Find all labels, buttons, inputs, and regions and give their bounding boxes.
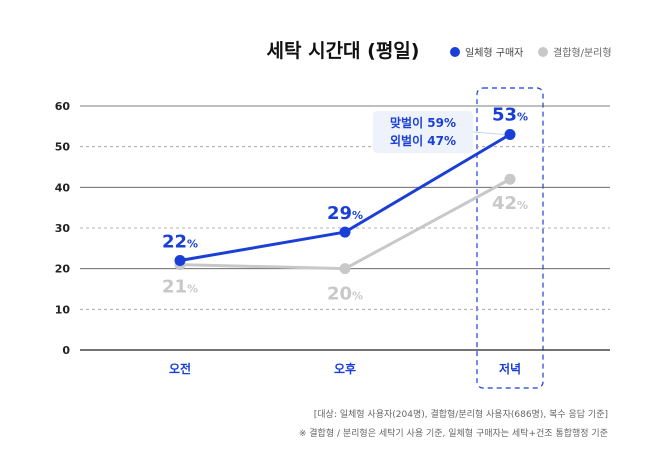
- highlight-box: [476, 87, 544, 389]
- callout-box: [373, 111, 473, 153]
- data-label-primary: 53%: [492, 104, 528, 125]
- legend: 일체형 구매자 결합형/분리형: [450, 47, 612, 59]
- data-label-secondary: 21%: [162, 277, 198, 298]
- legend-label-secondary: 결합형/분리형: [553, 47, 612, 59]
- y-tick-label: 30: [55, 222, 71, 235]
- y-tick-label: 40: [55, 181, 71, 194]
- callout-line-1: 맞벌이 59%: [390, 115, 456, 130]
- data-point-secondary: [504, 173, 516, 185]
- y-tick-label: 60: [55, 100, 71, 113]
- series-line-primary: [178, 132, 512, 263]
- data-point-primary: [504, 128, 516, 140]
- data-label-unit: %: [517, 110, 528, 123]
- y-tick-label: 50: [55, 141, 71, 154]
- data-label-unit: %: [352, 290, 363, 303]
- legend-label-primary: 일체형 구매자: [465, 47, 523, 59]
- callout: 맞벌이 59% 외벌이 47%: [373, 111, 473, 153]
- callout-pointer: [472, 131, 505, 135]
- y-tick-label: 10: [55, 303, 71, 316]
- data-label-secondary: 42%: [492, 193, 528, 214]
- y-tick-label: 0: [62, 344, 70, 357]
- legend-marker-primary: [450, 47, 460, 57]
- data-point-primary: [174, 255, 186, 267]
- data-label-unit: %: [187, 283, 198, 296]
- footnote-2: ※ 결합형 / 분리형은 세탁기 사용 기준, 일체형 구매자는 세탁+건조 통…: [299, 427, 608, 439]
- data-label-primary: 22%: [162, 232, 198, 253]
- y-tick-label: 20: [55, 263, 71, 276]
- x-tick-label: 오후: [334, 361, 356, 376]
- footnote-1: [대상: 일체형 사용자(204명), 결합형/분리형 사용자(686명), 복…: [314, 408, 608, 420]
- chart-title: 세탁 시간대 (평일): [267, 40, 420, 62]
- data-point-secondary: [339, 263, 351, 275]
- legend-marker-secondary: [538, 47, 548, 57]
- data-point-primary: [339, 226, 351, 238]
- data-label-secondary: 20%: [327, 284, 363, 305]
- data-label-primary: 29%: [327, 203, 363, 224]
- plot-area: 0 10 20 30 40 50 60 오전 오후 저녁 22% 29% 53% 21% 20% 42%: [55, 87, 610, 389]
- x-tick-label: 오전: [169, 361, 191, 376]
- callout-line-2: 외벌이 47%: [390, 133, 456, 148]
- data-label-unit: %: [187, 238, 198, 251]
- x-tick-label: 저녁: [499, 361, 521, 376]
- data-label-unit: %: [517, 199, 528, 212]
- data-label-unit: %: [352, 209, 363, 222]
